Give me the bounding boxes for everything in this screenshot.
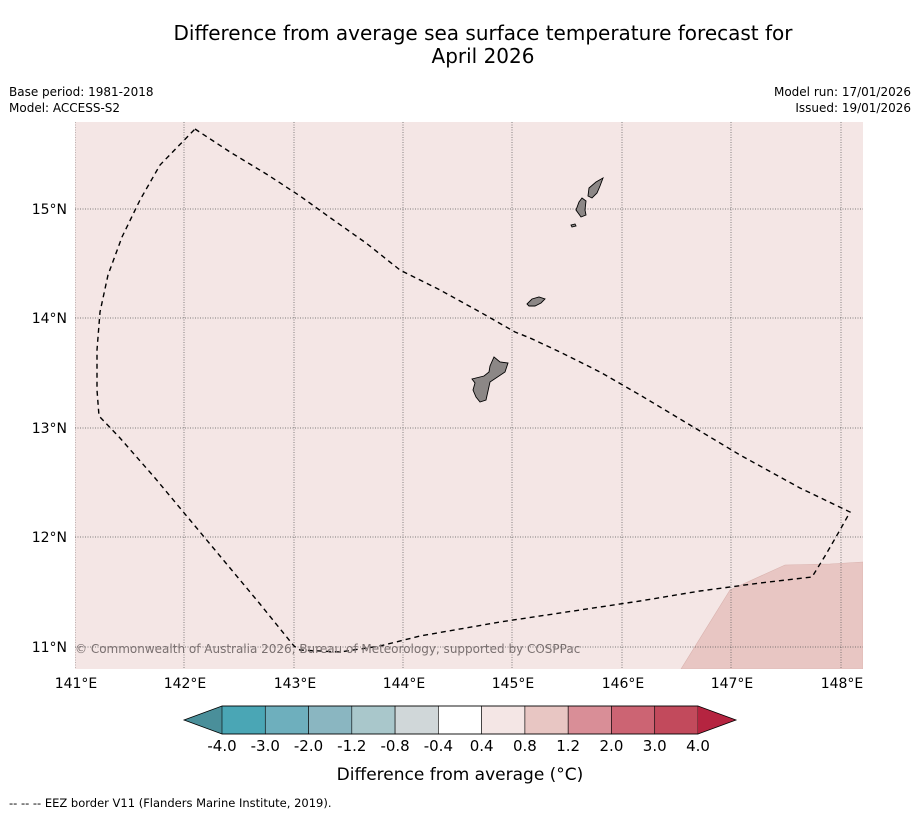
- lon-tick-label: 141°E: [55, 676, 98, 692]
- colorbar-tick-label: 3.0: [643, 737, 667, 755]
- saipan-island: [587, 176, 604, 199]
- model-run: Model run: 17/01/2026: [773, 85, 911, 99]
- colorbar-tick-label: 0.4: [470, 737, 494, 755]
- lat-tick-label: 12°N: [32, 530, 67, 546]
- aguijan-island: [570, 223, 577, 228]
- colorbar-tick-label: -0.8: [380, 737, 409, 755]
- colorbar-tick-label: 1.2: [556, 737, 580, 755]
- colorbar-swatch: [438, 705, 482, 735]
- lat-tick-label: 14°N: [32, 311, 67, 327]
- eez-border: [96, 128, 851, 653]
- colorbar-swatch: [481, 705, 526, 735]
- colorbar: [182, 705, 738, 735]
- guam-island: [471, 356, 509, 403]
- colorbar-swatch: [394, 705, 439, 735]
- colorbar-swatch: [567, 705, 612, 735]
- colorbar-swatch: [221, 705, 266, 735]
- lon-tick-label: 142°E: [164, 676, 207, 692]
- colorbar-swatch: [524, 705, 569, 735]
- colorbar-label: Difference from average (°C): [337, 765, 584, 785]
- colorbar-swatch: [264, 705, 309, 735]
- lat-tick-label: 15°N: [32, 202, 67, 218]
- model-name: Model: ACCESS-S2: [9, 101, 121, 115]
- colorbar-tick-label: 2.0: [600, 737, 624, 755]
- rota-island: [526, 296, 546, 307]
- lon-tick-label: 148°E: [821, 676, 864, 692]
- chart-title: Difference from average sea surface temp…: [60, 22, 906, 68]
- tinian-island: [575, 197, 587, 218]
- warm-anomaly-region: [680, 561, 863, 669]
- graticule: [75, 122, 863, 669]
- colorbar-swatch: [611, 705, 656, 735]
- issued-date: Issued: 19/01/2026: [795, 101, 911, 115]
- colorbar-swatch: [308, 705, 353, 735]
- colorbar-tick-label: -4.0: [207, 737, 236, 755]
- colorbar-tick-label: -0.4: [424, 737, 453, 755]
- lon-tick-label: 143°E: [274, 676, 317, 692]
- colorbar-extend-low: [184, 706, 222, 734]
- map-background: [75, 122, 863, 669]
- longitude-ticks: 141°E 142°E 143°E 144°E 145°E 146°E 147°…: [55, 676, 864, 692]
- map-panel: © Commonwealth of Australia 2026, Bureau…: [75, 122, 863, 669]
- lat-tick-label: 11°N: [32, 640, 67, 656]
- colorbar-swatch: [654, 705, 699, 735]
- colorbar-ticks: -4.0 -3.0 -2.0 -1.2 -0.8 -0.4 0.4 0.8 1.2 2.0 3.0 4…: [207, 737, 710, 755]
- title-line-2: April 2026: [431, 44, 535, 68]
- footnote: -- -- -- EEZ border V11 (Flanders Marine…: [9, 796, 332, 810]
- colorbar-tick-label: -2.0: [294, 737, 323, 755]
- colorbar-tick-label: 4.0: [686, 737, 710, 755]
- land: [471, 176, 604, 403]
- title-line-1: Difference from average sea surface temp…: [173, 21, 793, 45]
- latitude-ticks: 15°N 14°N 13°N 12°N 11°N: [32, 202, 67, 656]
- meta-right: Model run: 17/01/2026 Issued: 19/01/2026: [774, 84, 911, 116]
- lat-tick-label: 13°N: [32, 421, 67, 437]
- lon-tick-label: 147°E: [711, 676, 754, 692]
- lon-tick-label: 144°E: [383, 676, 426, 692]
- lon-tick-label: 146°E: [602, 676, 645, 692]
- colorbar-tick-label: 0.8: [513, 737, 537, 755]
- colorbar-swatch: [351, 705, 396, 735]
- base-period: Base period: 1981-2018: [9, 85, 154, 99]
- meta-left: Base period: 1981-2018 Model: ACCESS-S2: [9, 84, 154, 116]
- colorbar-extend-high: [698, 706, 736, 734]
- colorbar-tick-label: -1.2: [337, 737, 366, 755]
- credit-text: © Commonwealth of Australia 2026, Bureau…: [75, 642, 580, 656]
- colorbar-outline: [182, 705, 738, 735]
- lon-tick-label: 145°E: [492, 676, 535, 692]
- colorbar-tick-label: -3.0: [251, 737, 280, 755]
